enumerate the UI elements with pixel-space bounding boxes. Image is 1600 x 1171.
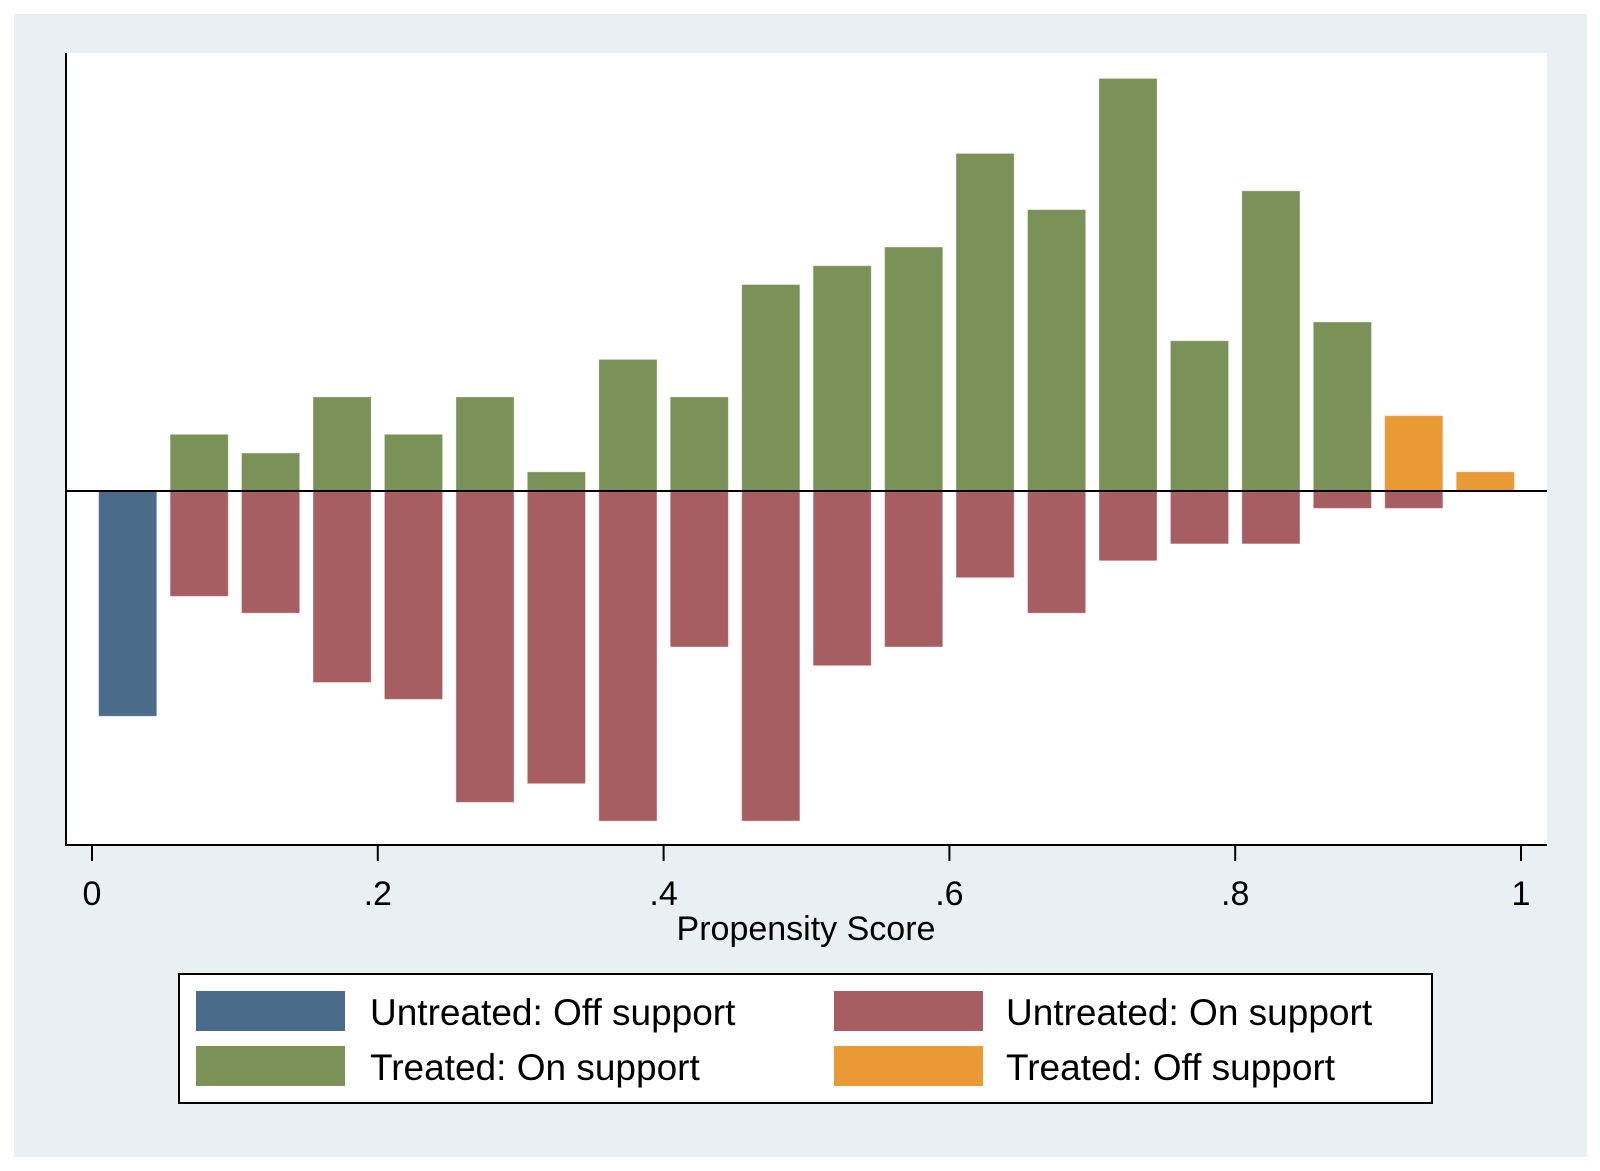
bar-treated-off-support-bin-18 (1384, 415, 1443, 492)
legend-label-untreated-on: Untreated: On support (1006, 992, 1373, 1033)
bar-treated-on-support-bin-2 (241, 453, 300, 492)
bar-untreated-on-support-bin-12 (956, 490, 1015, 578)
bar-untreated-on-support-bin-18 (1384, 490, 1443, 509)
bar-treated-on-support-bin-8 (670, 396, 729, 492)
x-tick-label: .2 (364, 875, 392, 913)
bar-treated-on-support-bin-4 (384, 434, 443, 492)
bar-treated-on-support-bin-13 (1027, 209, 1086, 492)
bar-treated-on-support-bin-15 (1170, 340, 1229, 492)
bar-untreated-on-support-bin-5 (455, 490, 515, 803)
bar-untreated-on-support-bin-9 (741, 490, 800, 822)
x-tick-label: .6 (935, 875, 963, 913)
legend-box (178, 973, 1433, 1104)
legend-label-treated-off: Treated: Off support (1006, 1047, 1336, 1088)
bar-treated-on-support-bin-1 (170, 434, 229, 492)
bar-untreated-on-support-bin-2 (241, 490, 300, 614)
bar-untreated-on-support-bin-8 (670, 490, 729, 647)
plot-area (66, 53, 1547, 845)
bar-untreated-on-support-bin-13 (1027, 490, 1086, 614)
bar-treated-on-support-bin-17 (1313, 321, 1372, 492)
bar-treated-on-support-bin-9 (741, 284, 800, 492)
bar-treated-on-support-bin-11 (884, 247, 943, 492)
bar-untreated-on-support-bin-16 (1241, 490, 1301, 544)
bar-treated-on-support-bin-6 (527, 471, 586, 492)
x-tick-label: 1 (1512, 875, 1531, 913)
x-tick-label: .4 (649, 875, 677, 913)
legend-swatch-untreated-off (196, 991, 345, 1031)
bar-untreated-on-support-bin-17 (1313, 490, 1372, 509)
bar-treated-on-support-bin-3 (313, 396, 372, 492)
bar-untreated-on-support-bin-15 (1170, 490, 1229, 544)
bar-treated-on-support-bin-7 (598, 359, 657, 492)
bar-untreated-on-support-bin-14 (1098, 490, 1158, 561)
legend: Untreated: Off support Untreated: On sup… (178, 973, 1433, 1104)
legend-label-untreated-off: Untreated: Off support (370, 992, 736, 1033)
legend-swatch-treated-on (196, 1046, 345, 1086)
bar-untreated-off-support-bin-0 (98, 490, 157, 717)
bar-untreated-on-support-bin-4 (384, 490, 443, 700)
x-tick-label: 0 (83, 875, 102, 913)
legend-swatch-treated-off (834, 1046, 983, 1086)
bar-treated-on-support-bin-16 (1241, 190, 1301, 492)
bar-untreated-on-support-bin-11 (884, 490, 943, 647)
x-ticks-group: 0 .2 .4 .6 .8 1 (83, 845, 1531, 913)
bar-untreated-on-support-bin-6 (527, 490, 586, 784)
bar-treated-on-support-bin-14 (1098, 78, 1158, 492)
legend-label-treated-on: Treated: On support (370, 1047, 700, 1088)
bar-treated-on-support-bin-10 (813, 265, 872, 492)
legend-swatch-untreated-on (834, 991, 983, 1031)
bar-untreated-on-support-bin-10 (813, 490, 872, 666)
bar-treated-on-support-bin-12 (956, 153, 1015, 492)
x-axis-title: Propensity Score (677, 910, 936, 948)
bars-group (98, 78, 1515, 822)
bar-treated-on-support-bin-5 (455, 396, 515, 492)
bar-untreated-on-support-bin-1 (170, 490, 229, 597)
bar-untreated-on-support-bin-7 (598, 490, 657, 822)
bar-treated-off-support-bin-19 (1456, 471, 1515, 492)
x-tick-label: .8 (1221, 875, 1249, 913)
bar-untreated-on-support-bin-3 (313, 490, 372, 683)
